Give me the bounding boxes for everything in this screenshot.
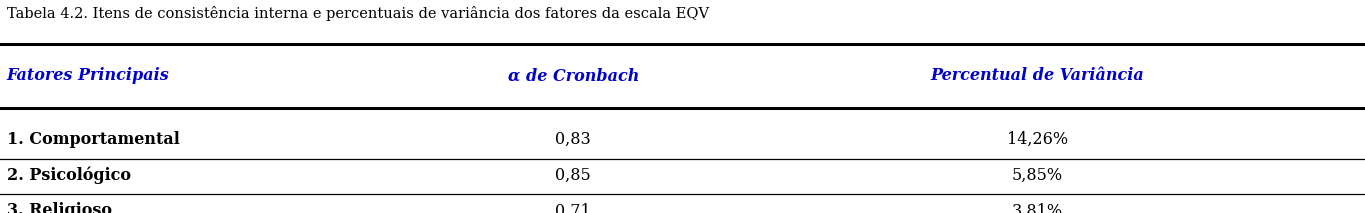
Text: 0,83: 0,83 [556, 131, 591, 148]
Text: 0,85: 0,85 [556, 167, 591, 184]
Text: Percentual de Variância: Percentual de Variância [931, 67, 1144, 84]
Text: Fatores Principais: Fatores Principais [7, 67, 169, 84]
Text: Tabela 4.2. Itens de consistência interna e percentuais de variância dos fatores: Tabela 4.2. Itens de consistência intern… [7, 6, 708, 21]
Text: 0,71: 0,71 [556, 202, 591, 213]
Text: 3,81%: 3,81% [1011, 202, 1063, 213]
Text: 1. Comportamental: 1. Comportamental [7, 131, 180, 148]
Text: 14,26%: 14,26% [1007, 131, 1067, 148]
Text: 3. Religioso: 3. Religioso [7, 202, 112, 213]
Text: 5,85%: 5,85% [1011, 167, 1063, 184]
Text: α de Cronbach: α de Cronbach [508, 67, 639, 84]
Text: 2. Psicológico: 2. Psicológico [7, 167, 131, 184]
